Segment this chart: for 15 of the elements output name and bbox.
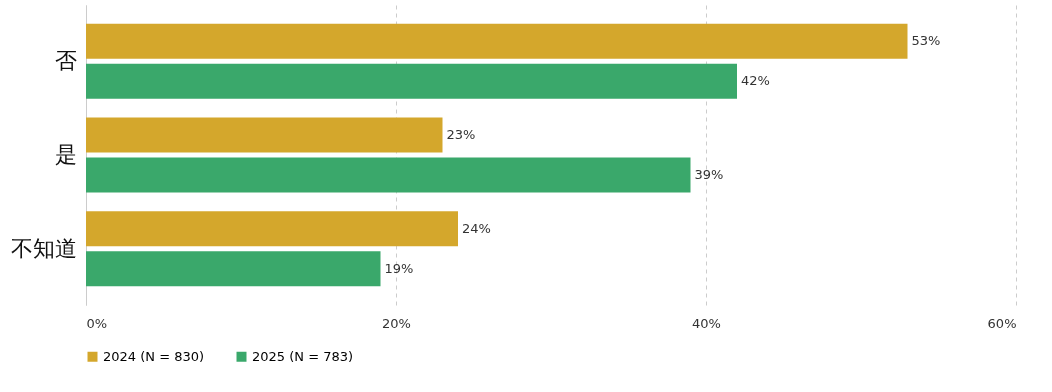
legend-label: 2025 (N = 783): [252, 348, 354, 364]
data-label: 24%: [462, 220, 491, 236]
x-tick-label: 0%: [86, 315, 108, 331]
x-tick-label: 60%: [987, 315, 1017, 331]
data-label: 19%: [384, 260, 414, 276]
y-tick-label: 是: [54, 142, 77, 167]
y-tick-label: 不知道: [10, 235, 77, 261]
y-tick-label: 否: [54, 48, 77, 74]
legend-label: 2024 (N = 830): [103, 348, 205, 364]
data-label: 53%: [911, 33, 941, 49]
data-label: 23%: [446, 127, 476, 143]
x-tick-label: 20%: [382, 315, 411, 331]
data-label: 39%: [694, 166, 724, 182]
data-label: 42%: [741, 73, 770, 89]
x-tick-label: 40%: [692, 315, 721, 331]
